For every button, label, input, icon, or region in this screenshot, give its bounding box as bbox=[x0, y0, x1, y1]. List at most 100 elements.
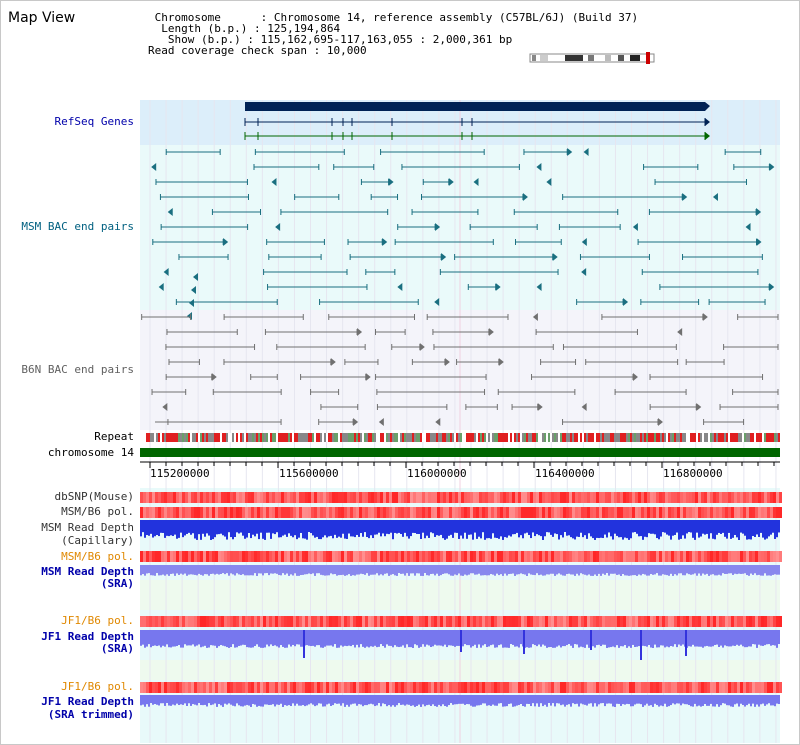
pol-cell bbox=[518, 551, 521, 562]
repeat-block bbox=[676, 433, 678, 442]
depth-bar bbox=[628, 520, 630, 540]
pol-cell bbox=[263, 551, 266, 562]
pol-cell bbox=[590, 507, 593, 518]
pol-cell bbox=[464, 682, 467, 693]
pol-cell bbox=[557, 616, 560, 627]
pol-cell bbox=[692, 507, 695, 518]
depth-bar bbox=[760, 695, 762, 705]
repeat-block bbox=[630, 433, 632, 442]
pol-cell bbox=[176, 551, 179, 562]
axis-tick-label: 116800000 bbox=[663, 467, 723, 480]
pol-cell bbox=[728, 682, 731, 693]
dbsnp-cell bbox=[194, 492, 197, 503]
pol-cell bbox=[488, 551, 491, 562]
depth-bar bbox=[440, 565, 442, 576]
repeat-block bbox=[478, 433, 480, 442]
depth-bar bbox=[364, 695, 366, 706]
depth-bar bbox=[184, 630, 186, 645]
pol-cell bbox=[185, 682, 188, 693]
pol-cell bbox=[536, 551, 539, 562]
dbsnp-cell bbox=[332, 492, 335, 503]
depth-bar bbox=[532, 630, 534, 645]
depth-bar bbox=[736, 630, 738, 645]
dbsnp-cell bbox=[701, 492, 704, 503]
depth-bar bbox=[726, 520, 728, 539]
depth-bar bbox=[186, 520, 188, 534]
repeat-block bbox=[566, 433, 568, 442]
pol-cell bbox=[155, 682, 158, 693]
pol-cell bbox=[470, 682, 473, 693]
depth-bar bbox=[294, 630, 296, 647]
depth-bar bbox=[236, 520, 238, 533]
track-label-msm-bac[interactable]: MSM BAC end pairs bbox=[21, 220, 134, 233]
pol-cell bbox=[302, 551, 305, 562]
depth-bar bbox=[632, 565, 634, 576]
repeat-block bbox=[326, 433, 328, 442]
dbsnp-cell bbox=[161, 492, 164, 503]
depth-bar bbox=[352, 695, 354, 704]
pol-cell bbox=[236, 616, 239, 627]
depth-bar bbox=[404, 630, 406, 648]
depth-bar bbox=[160, 520, 162, 533]
dbsnp-cell bbox=[677, 492, 680, 503]
depth-bar bbox=[476, 565, 478, 575]
depth-bar bbox=[564, 695, 566, 707]
pol-cell bbox=[176, 682, 179, 693]
depth-bar bbox=[700, 695, 702, 707]
depth-bar bbox=[524, 695, 526, 707]
pol-cell bbox=[278, 551, 281, 562]
pol-cell bbox=[359, 507, 362, 518]
depth-bar bbox=[412, 520, 414, 533]
msm-bac-arrow bbox=[191, 286, 196, 294]
b6n-bac-arrow bbox=[357, 328, 363, 336]
repeat-block bbox=[378, 433, 380, 442]
pol-cell bbox=[719, 507, 722, 518]
pol-cell bbox=[719, 616, 722, 627]
depth-bar bbox=[310, 695, 312, 704]
repeat-block bbox=[530, 433, 532, 442]
depth-bar bbox=[448, 565, 450, 575]
depth-bar bbox=[518, 565, 520, 575]
depth-bar bbox=[398, 695, 400, 704]
pol-cell bbox=[764, 551, 767, 562]
repeat-block bbox=[466, 433, 468, 442]
depth-bar bbox=[580, 630, 582, 647]
dbsnp-cell bbox=[668, 492, 671, 503]
pol-cell bbox=[434, 616, 437, 627]
track-label-refseq[interactable]: RefSeq Genes bbox=[54, 115, 134, 128]
depth-bar bbox=[142, 565, 144, 575]
depth-bar bbox=[548, 565, 550, 575]
depth-bar bbox=[670, 630, 672, 647]
depth-bar bbox=[486, 565, 488, 576]
depth-bar bbox=[172, 695, 174, 705]
depth-bar bbox=[418, 520, 420, 535]
repeat-block bbox=[426, 433, 428, 442]
repeat-block bbox=[538, 433, 540, 442]
depth-bar bbox=[716, 565, 718, 576]
depth-bar bbox=[680, 520, 682, 539]
pol-cell bbox=[242, 616, 245, 627]
depth-bar bbox=[574, 565, 576, 576]
depth-bar bbox=[724, 630, 726, 646]
pol-cell bbox=[479, 682, 482, 693]
depth-bar bbox=[238, 630, 240, 646]
repeat-block bbox=[672, 433, 674, 442]
pol-cell bbox=[728, 507, 731, 518]
depth-bar bbox=[756, 630, 758, 648]
pol-cell bbox=[164, 682, 167, 693]
depth-bar bbox=[504, 520, 506, 538]
pol-cell bbox=[251, 507, 254, 518]
pol-cell bbox=[638, 551, 641, 562]
track-label-b6n-bac[interactable]: B6N BAC end pairs bbox=[21, 363, 134, 376]
pol-cell bbox=[770, 551, 773, 562]
pol-cell bbox=[206, 507, 209, 518]
pol-cell bbox=[560, 616, 563, 627]
depth-bar bbox=[214, 630, 216, 646]
dbsnp-cell bbox=[344, 492, 347, 503]
pol-cell bbox=[497, 507, 500, 518]
dbsnp-cell bbox=[386, 492, 389, 503]
pol-cell bbox=[569, 616, 572, 627]
depth-bar bbox=[278, 630, 280, 648]
axis-tick-label: 116400000 bbox=[535, 467, 595, 480]
